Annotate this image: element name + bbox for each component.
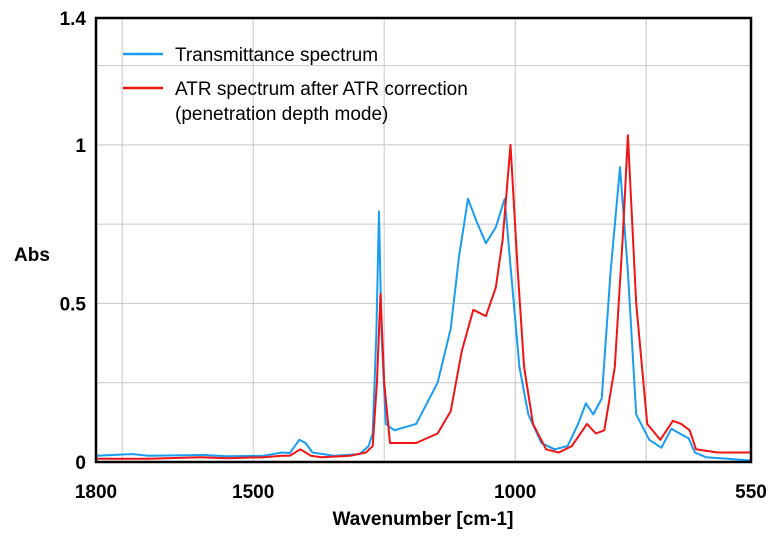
x-tick-labels: 1800 1500 1000 550 [75, 482, 767, 503]
x-tick-label: 1800 [75, 482, 117, 503]
x-tick-label: 1500 [232, 482, 274, 503]
x-tick-label: 1000 [494, 482, 536, 503]
series-lines [95, 134, 751, 462]
x-tick-label: 550 [735, 482, 767, 503]
plot-frame [94, 16, 753, 464]
y-tick-label: 1.4 [60, 9, 87, 30]
legend: Transmittance spectrum ATR spectrum afte… [123, 45, 468, 125]
y-tick-labels: 0 0.5 1 1.4 [60, 9, 87, 474]
y-tick-label: 1 [75, 136, 86, 157]
legend-label-atr-line1: ATR spectrum after ATR correction [175, 79, 468, 100]
atr-series-line [96, 134, 751, 460]
legend-label-atr-line2: (penetration depth mode) [175, 104, 388, 125]
y-axis-label: Abs [14, 245, 50, 266]
y-tick-label: 0.5 [60, 294, 87, 315]
y-tick-label: 0 [75, 453, 86, 474]
gridlines [96, 18, 751, 462]
transmittance-series-line [95, 166, 751, 462]
legend-label-transmittance: Transmittance spectrum [175, 45, 378, 66]
x-axis-label: Wavenumber [cm-1] [333, 509, 514, 530]
